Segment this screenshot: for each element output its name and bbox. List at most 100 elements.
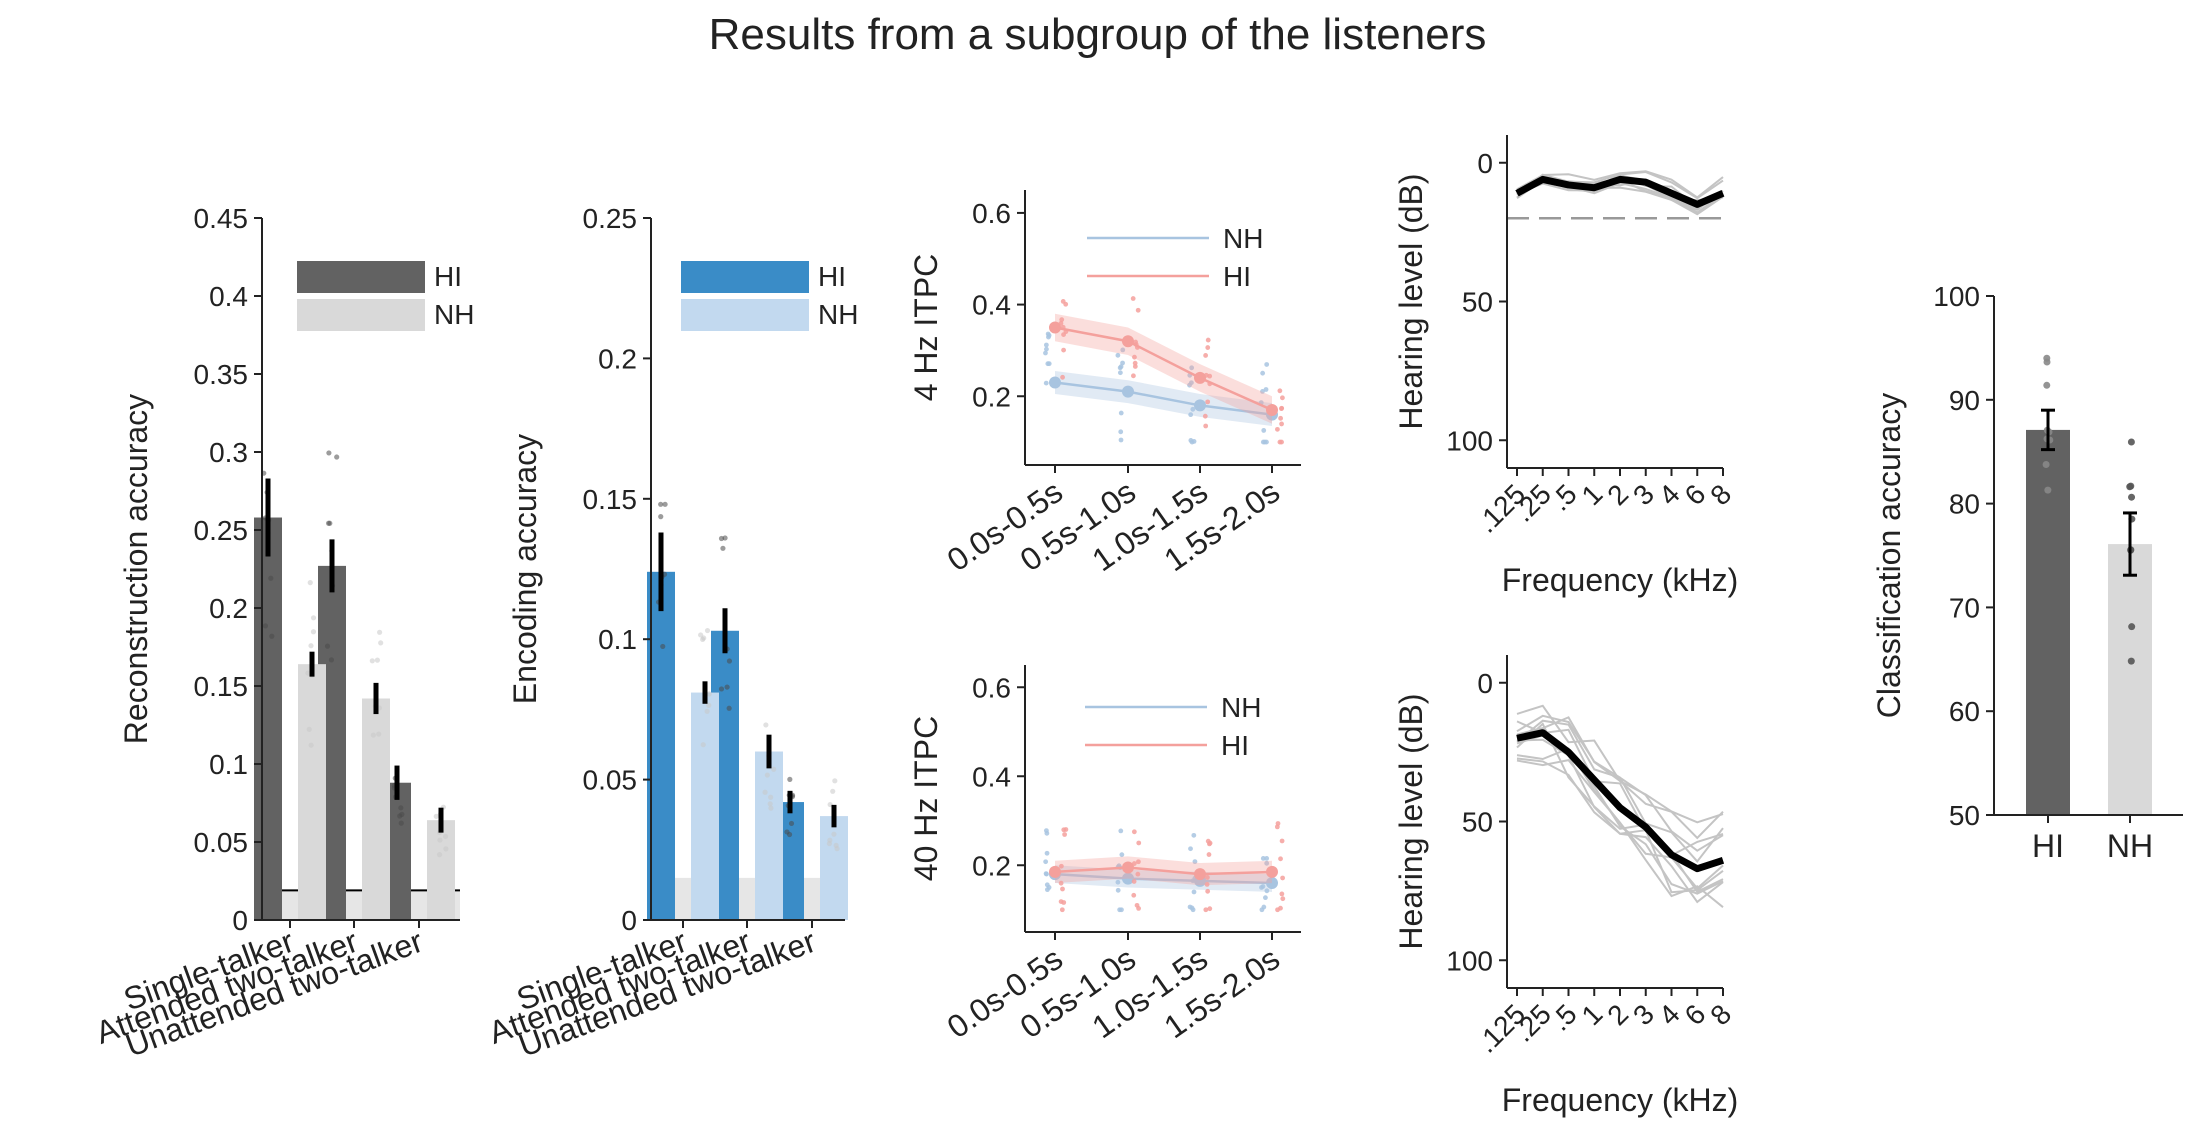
- individual-point: [1264, 860, 1270, 866]
- individual-point: [1264, 362, 1270, 367]
- individual-point: [726, 705, 732, 711]
- y-tick-label: 80: [1949, 489, 1980, 520]
- legend-label: HI: [1221, 730, 1249, 761]
- individual-point: [1044, 346, 1049, 352]
- individual-point: [764, 772, 770, 778]
- series-line-nh: [1054, 381, 1273, 416]
- y-tick-label: 0.1: [598, 624, 637, 655]
- individual-point: [1279, 421, 1284, 427]
- individual-point: [307, 580, 313, 586]
- individual-point: [1043, 859, 1049, 865]
- bar-nh: [755, 751, 783, 920]
- y-tick-label: 0.15: [194, 671, 249, 702]
- mean-audiogram: [1515, 175, 1725, 208]
- legend-label: NH: [818, 299, 858, 330]
- individual-point: [1043, 828, 1049, 834]
- x-tick-label: 4: [1653, 998, 1686, 1031]
- bar-hi: [254, 517, 282, 920]
- individual-point: [830, 788, 836, 794]
- ci-band-hi: [1055, 313, 1272, 424]
- x-tick-label: 1: [1576, 478, 1609, 511]
- y-tick-label: 0: [1477, 668, 1493, 699]
- individual-point: [2128, 493, 2136, 501]
- legend-label: NH: [434, 299, 474, 330]
- mean-point: [1049, 865, 1061, 878]
- individual-point: [1264, 439, 1269, 445]
- individual-point: [1118, 437, 1124, 443]
- bar-nh: [2108, 544, 2152, 815]
- individual-point: [718, 686, 725, 692]
- individual-point: [1136, 859, 1141, 865]
- legend-label: NH: [1223, 223, 1263, 254]
- individual-point: [660, 643, 666, 650]
- y-tick-label: 0.05: [194, 827, 249, 858]
- individual-point: [370, 732, 376, 738]
- individual-point: [324, 643, 331, 649]
- individual-point: [1115, 879, 1121, 885]
- individual-point: [1120, 360, 1125, 366]
- individual-point: [1131, 373, 1136, 379]
- bar-nh: [691, 692, 719, 920]
- individual-point: [1188, 412, 1194, 418]
- individual-point: [1043, 380, 1049, 386]
- individual-point: [1203, 907, 1209, 913]
- individual-point: [763, 722, 769, 728]
- x-tick-label: NH: [2107, 828, 2153, 864]
- individual-point: [1132, 354, 1137, 360]
- individual-point: [1136, 840, 1142, 846]
- mean-point: [1049, 321, 1061, 334]
- individual-point: [306, 726, 312, 732]
- individual-point: [398, 805, 404, 811]
- individual-point: [726, 658, 733, 664]
- individual-point: [1280, 875, 1286, 881]
- individual-point: [1063, 329, 1069, 335]
- y-tick-label: 0.25: [194, 515, 249, 546]
- individual-audiogram: [1516, 714, 1724, 863]
- individual-point: [1131, 892, 1137, 898]
- individual-point: [700, 742, 706, 748]
- individual-point: [437, 837, 443, 843]
- individual-point: [1280, 395, 1285, 401]
- individual-point: [1264, 855, 1270, 861]
- x-tick-label: 8: [1704, 478, 1737, 511]
- x-axis-label: Frequency (kHz): [1502, 562, 1739, 598]
- legend-swatch: [681, 261, 809, 293]
- individual-point: [327, 520, 333, 526]
- individual-point: [268, 575, 274, 581]
- individual-point: [1118, 410, 1124, 416]
- individual-point: [1133, 339, 1138, 345]
- individual-point: [2127, 657, 2135, 665]
- individual-point: [2042, 460, 2050, 468]
- individual-point: [1202, 413, 1208, 419]
- y-tick-label: 0.4: [972, 290, 1011, 321]
- individual-audiogram: [1516, 757, 1724, 894]
- y-tick-label: 100: [1446, 425, 1493, 456]
- y-tick-label: 0.2: [972, 850, 1011, 881]
- individual-point: [1134, 345, 1140, 350]
- individual-point: [662, 501, 668, 507]
- individual-point: [1131, 879, 1137, 884]
- individual-point: [1119, 907, 1124, 913]
- individual-point: [1207, 381, 1213, 387]
- individual-point: [1135, 871, 1141, 877]
- individual-point: [1115, 887, 1121, 893]
- individual-point: [1263, 387, 1269, 392]
- y-tick-label: 70: [1949, 592, 1980, 623]
- individual-point: [1191, 832, 1197, 838]
- y-tick-label: 0.2: [209, 593, 248, 624]
- individual-point: [1061, 347, 1066, 353]
- individual-point: [1261, 428, 1267, 433]
- y-tick-label: 0.2: [598, 343, 637, 374]
- individual-point: [1277, 388, 1283, 394]
- mean-point: [1122, 385, 1134, 398]
- mean-point: [1266, 404, 1278, 416]
- individual-point: [762, 789, 768, 795]
- individual-point: [1118, 429, 1124, 435]
- individual-point: [1118, 828, 1124, 834]
- individual-point: [2127, 482, 2135, 490]
- individual-point: [378, 640, 384, 646]
- individual-audiogram: [1516, 720, 1724, 857]
- individual-point: [1207, 906, 1213, 912]
- individual-point: [1264, 888, 1270, 894]
- individual-point: [834, 846, 840, 852]
